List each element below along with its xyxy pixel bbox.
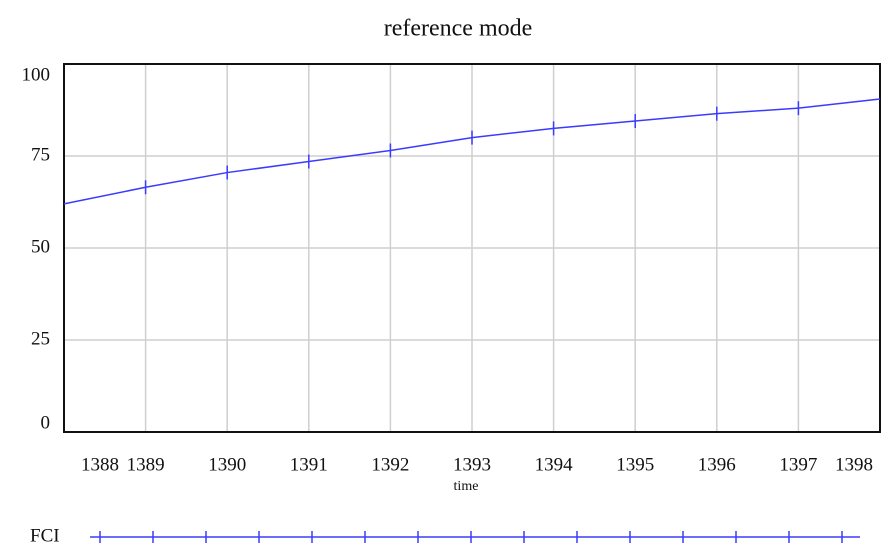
x-tick-label: 1395: [616, 454, 654, 475]
y-tick-label: 50: [31, 236, 50, 257]
x-tick-label: 1388: [81, 454, 119, 475]
x-tick-label: 1397: [779, 454, 817, 475]
y-tick-label: 75: [31, 144, 50, 165]
x-tick-label: 1391: [290, 454, 328, 475]
legend-label: FCI: [30, 525, 60, 546]
y-tick-label: 25: [31, 328, 50, 349]
x-tick-label: 1390: [208, 454, 246, 475]
x-tick-label: 1389: [127, 454, 165, 475]
y-tick-label: 0: [41, 412, 51, 433]
x-tick-label: 1393: [453, 454, 491, 475]
x-tick-label: 1392: [371, 454, 409, 475]
x-axis-label: time: [454, 479, 479, 494]
x-tick-label: 1398: [835, 454, 873, 475]
plot-border: [63, 63, 881, 433]
x-tick-label: 1396: [698, 454, 736, 475]
y-tick-label: 100: [22, 64, 51, 85]
chart-title: reference mode: [384, 16, 533, 42]
x-tick-label: 1394: [535, 454, 574, 475]
